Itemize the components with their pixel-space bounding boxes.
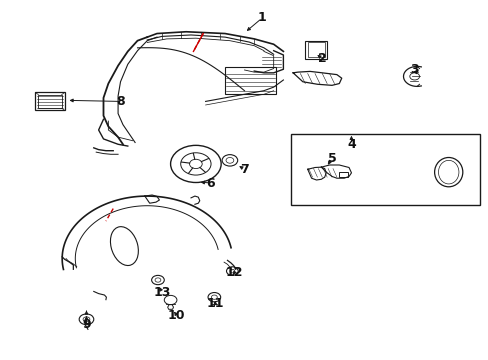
Bar xyxy=(224,67,276,94)
Text: 6: 6 xyxy=(206,177,214,190)
Text: 9: 9 xyxy=(82,318,91,331)
Bar xyxy=(35,93,64,111)
Text: 3: 3 xyxy=(409,63,418,76)
Text: 7: 7 xyxy=(240,163,248,176)
Bar xyxy=(38,95,61,108)
Bar xyxy=(307,42,324,57)
Text: 8: 8 xyxy=(116,95,124,108)
Text: 1: 1 xyxy=(257,11,265,24)
Text: 13: 13 xyxy=(153,286,170,299)
Text: 2: 2 xyxy=(317,52,326,65)
Text: 11: 11 xyxy=(206,297,224,310)
Text: 4: 4 xyxy=(346,138,355,151)
Bar xyxy=(339,172,347,177)
Bar xyxy=(290,134,479,205)
Text: 10: 10 xyxy=(167,309,185,322)
Text: 5: 5 xyxy=(327,152,336,165)
Bar xyxy=(305,41,326,59)
Text: 12: 12 xyxy=(225,266,243,279)
